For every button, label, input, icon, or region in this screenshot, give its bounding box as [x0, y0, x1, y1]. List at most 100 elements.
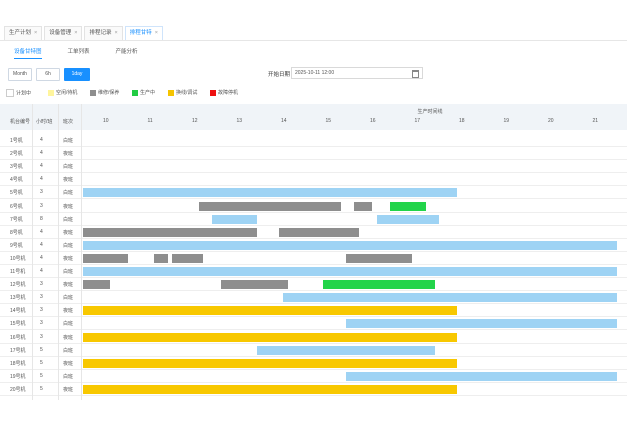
gantt-row: 11号机 4 白班 — [0, 265, 627, 278]
hours-cell: 4 — [40, 241, 43, 248]
column-divider — [32, 104, 33, 400]
gantt-bar-running[interactable] — [83, 267, 617, 276]
close-tab-icon[interactable]: × — [114, 30, 118, 36]
page-tab[interactable]: 排程记录 × — [84, 26, 123, 40]
shift-column-header: 班次 — [63, 119, 74, 125]
gantt-bar-maint[interactable] — [278, 227, 359, 237]
shift-cell: 白班 — [63, 216, 74, 223]
legend-label: 维修/保养 — [98, 90, 120, 96]
page-tabs: 生产计划 × 设备管理 × 排程记录 × 排程甘特 × — [0, 24, 627, 41]
close-tab-icon[interactable]: × — [74, 30, 78, 36]
timeline-tick-label: 19 — [503, 118, 510, 124]
shift-cell: 白班 — [63, 242, 74, 249]
gantt-bar-maint[interactable] — [220, 280, 288, 290]
machine-cell: 4号机 — [10, 177, 23, 184]
machine-cell: 6号机 — [10, 203, 23, 210]
hours-cell: 5 — [40, 346, 43, 353]
gantt-row: 8号机 4 夜班 — [0, 226, 627, 239]
timeline-tick-label: 21 — [592, 118, 599, 124]
timeline-tick-label: 10 — [103, 118, 109, 124]
gantt-bar-changeover[interactable] — [83, 332, 457, 342]
page-tab-label: 生产计划 — [9, 30, 32, 36]
legend-label: 生产中 — [140, 90, 156, 96]
gantt-bar-maint[interactable] — [345, 253, 413, 263]
gantt-bar-running[interactable] — [283, 293, 617, 303]
machine-cell: 9号机 — [10, 242, 23, 249]
legend-label: 换线/调试 — [176, 90, 198, 96]
start-date-label: 开始日期 — [268, 72, 291, 78]
top-fade — [0, 0, 627, 22]
timeline-tick-label: 15 — [325, 118, 332, 124]
gantt-bar-maint[interactable] — [154, 253, 168, 263]
close-tab-icon[interactable]: × — [154, 30, 158, 36]
timeline-group-label: 生产时间线 — [417, 109, 443, 115]
gantt-row: 3号机 4 白班 — [0, 160, 627, 174]
view-tab[interactable]: 工单列表 — [67, 49, 90, 55]
gantt-row: 6号机 3 夜班 — [0, 200, 627, 213]
shift-cell: 白班 — [63, 269, 74, 275]
gantt-row: 1号机 4 白班 — [0, 134, 627, 147]
gantt-row: 5号机 3 白班 — [0, 186, 627, 200]
machine-cell: 8号机 — [10, 229, 23, 236]
timeline-tick-label: 11 — [147, 118, 153, 124]
gantt-bar-running[interactable] — [256, 345, 435, 355]
gantt-bar-running[interactable] — [83, 240, 617, 250]
page-tab[interactable]: 排程甘特 × — [124, 26, 163, 40]
hours-cell: 5 — [40, 372, 43, 379]
shift-cell: 夜班 — [63, 308, 74, 315]
shift-cell: 夜班 — [63, 360, 74, 367]
gantt-bar-running[interactable] — [345, 371, 617, 381]
shift-cell: 白班 — [63, 138, 74, 144]
gantt-bar-maint[interactable] — [83, 227, 257, 237]
machine-cell: 15号机 — [10, 321, 26, 328]
gantt-bar-changeover[interactable] — [83, 358, 457, 368]
gantt-row: 13号机 3 白班 — [0, 291, 627, 305]
shift-cell: 夜班 — [63, 177, 74, 184]
gantt-bar-maint[interactable] — [83, 253, 128, 263]
legend-swatch — [90, 89, 96, 96]
gantt-bar-green[interactable] — [323, 280, 435, 290]
gantt-bar-running[interactable] — [345, 319, 617, 329]
close-tab-icon[interactable]: × — [34, 30, 38, 36]
legend-item: 故障停机 — [210, 89, 238, 98]
calendar-icon[interactable] — [412, 70, 419, 78]
start-date-value: 2025-10-11 12:00 — [295, 70, 335, 76]
page-tab[interactable]: 设备管理 × — [44, 26, 83, 40]
gantt-bar-maint[interactable] — [172, 253, 204, 263]
column-divider — [81, 104, 82, 400]
hours-cell: 3 — [40, 307, 43, 314]
gantt-row: 15号机 3 白班 — [0, 317, 627, 331]
page-tab[interactable]: 生产计划 × — [4, 26, 43, 40]
gantt-bar-green[interactable] — [390, 201, 426, 211]
month-view-button[interactable]: Month — [8, 68, 32, 81]
legend-item: 空闲/待机 — [48, 89, 77, 98]
shift-cell: 夜班 — [63, 151, 74, 158]
bottom-fade — [0, 404, 627, 446]
machine-cell: 5号机 — [10, 190, 23, 197]
shift-cell: 白班 — [63, 295, 74, 302]
timeline-tick-label: 16 — [370, 118, 376, 124]
gantt-row: 7号机 8 白班 — [0, 213, 627, 226]
six-hour-view-button[interactable]: 6h — [36, 68, 60, 81]
gantt-row: 16号机 3 夜班 — [0, 331, 627, 344]
shift-cell: 白班 — [63, 347, 74, 354]
gantt-bar-running[interactable] — [376, 214, 439, 224]
gantt-bar-running[interactable] — [83, 188, 457, 198]
machine-cell: 12号机 — [10, 282, 26, 289]
gantt-bar-maint[interactable] — [198, 201, 342, 211]
gantt-bar-changeover[interactable] — [83, 306, 457, 316]
gantt-bar-running[interactable] — [212, 214, 257, 224]
view-tab[interactable]: 产能分析 — [115, 49, 138, 55]
start-date-input[interactable]: 2025-10-11 12:00 — [291, 67, 423, 79]
view-tab[interactable]: 设备甘特图 — [14, 46, 42, 59]
timeline-tick-label: 17 — [414, 118, 421, 124]
gantt-bar-maint[interactable] — [354, 201, 373, 211]
one-day-view-button[interactable]: 1day — [64, 68, 90, 81]
toolbar: Month 6h 1day 开始日期 2025-10-11 12:00 — [0, 66, 627, 82]
gantt-header: 机台编号 小时/班 班次 生产时间线 10 11 12 13 14 15 16 17 18 19 2… — [0, 104, 627, 130]
gantt-bar-maint[interactable] — [83, 280, 110, 290]
gantt-row: 9号机 4 白班 — [0, 239, 627, 252]
gantt-bar-changeover[interactable] — [83, 384, 457, 394]
hours-cell: 3 — [40, 281, 43, 288]
hours-cell: 4 — [40, 137, 43, 143]
